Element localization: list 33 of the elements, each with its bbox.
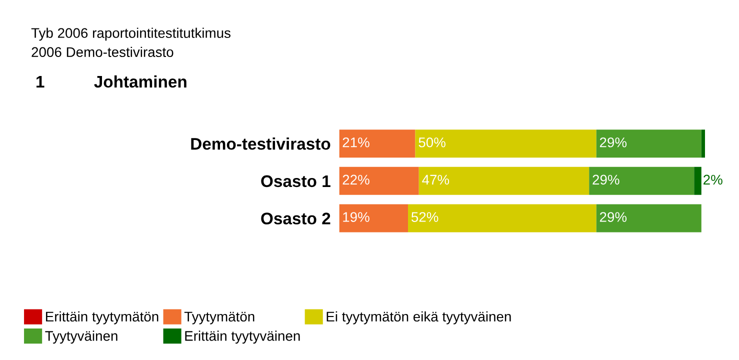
data-label: 19% — [343, 212, 370, 222]
bar — [415, 130, 596, 158]
data-label: 21% — [342, 137, 370, 148]
data-label: 29% — [600, 212, 627, 222]
text: Tyb 2006 raportointitestitutkimus — [31, 28, 230, 41]
bar — [339, 130, 416, 158]
data-label: 50% — [418, 137, 446, 148]
data-label: 52% — [411, 212, 438, 222]
y-tick-label: Osasto 1 — [261, 175, 330, 188]
bar — [701, 130, 706, 158]
y-tick-label: Demo-testivirasto — [191, 138, 330, 150]
legend-label: Tyytymätön — [184, 312, 254, 324]
bar — [589, 166, 694, 195]
y-tick-label: Osasto 2 — [261, 212, 330, 224]
bar — [339, 166, 419, 195]
bar — [596, 130, 702, 158]
text: Johtaminen — [94, 75, 186, 88]
bar — [596, 204, 702, 232]
data-label: 47% — [422, 174, 450, 185]
data-label: 2% — [704, 174, 722, 185]
bar — [339, 204, 408, 232]
text: 2006 Demo-testivirasto — [32, 46, 174, 58]
text: 1 — [36, 76, 44, 88]
bar — [694, 166, 702, 195]
bar — [418, 166, 590, 195]
bar — [408, 204, 596, 232]
legend-label: Erittäin tyytymätön — [46, 311, 158, 324]
legend-label: Ei tyytymätön eikä tyytyväinen — [326, 311, 511, 324]
data-label: 29% — [592, 174, 620, 185]
legend-label: Erittäin tyytyväinen — [185, 330, 300, 344]
data-label: 29% — [600, 137, 627, 148]
legend-label: Tyytyväinen — [45, 330, 118, 344]
data-label: 22% — [342, 174, 370, 185]
